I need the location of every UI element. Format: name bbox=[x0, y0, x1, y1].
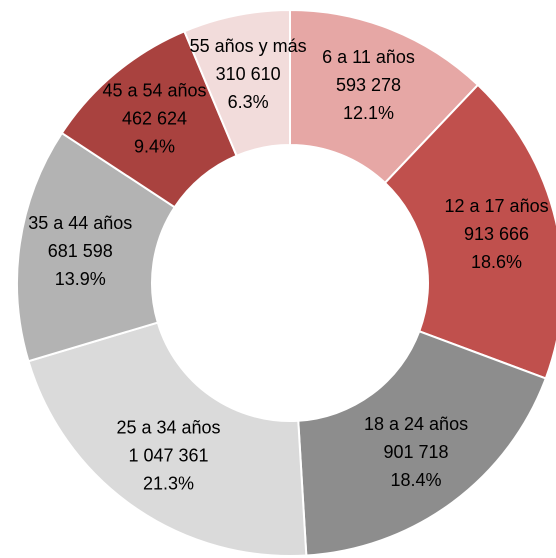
slice-percent: 12.1% bbox=[343, 103, 394, 123]
slice bbox=[27, 321, 308, 557]
slice-percent: 13.9% bbox=[55, 269, 106, 289]
slice-label: 25 a 34 años bbox=[116, 417, 220, 437]
slice-value: 913 666 bbox=[464, 224, 529, 244]
slice-label: 55 años y más bbox=[190, 36, 307, 56]
slice-label: 12 a 17 años bbox=[445, 196, 549, 216]
slice bbox=[183, 8, 291, 158]
slice-value: 462 624 bbox=[122, 109, 187, 129]
slice-percent: 6.3% bbox=[228, 92, 269, 112]
slice-percent: 21.3% bbox=[143, 473, 194, 493]
slice-value: 901 718 bbox=[384, 442, 449, 462]
slice-label: 35 a 44 años bbox=[28, 213, 132, 233]
slice-percent: 18.4% bbox=[391, 470, 442, 490]
slice-label: 6 a 11 años bbox=[322, 47, 415, 67]
slice-value: 593 278 bbox=[336, 75, 401, 95]
slice bbox=[289, 8, 480, 185]
slice-value: 1 047 361 bbox=[128, 445, 208, 465]
slice bbox=[383, 83, 556, 380]
slice-value: 681 598 bbox=[48, 241, 113, 261]
slice-percent: 18.6% bbox=[471, 252, 522, 272]
slice-label: 18 a 24 años bbox=[364, 414, 468, 434]
slice-label: 45 a 54 años bbox=[102, 81, 206, 101]
slice-percent: 9.4% bbox=[134, 137, 175, 157]
slice bbox=[16, 131, 177, 363]
slice bbox=[297, 329, 548, 557]
slice-value: 310 610 bbox=[216, 64, 281, 84]
